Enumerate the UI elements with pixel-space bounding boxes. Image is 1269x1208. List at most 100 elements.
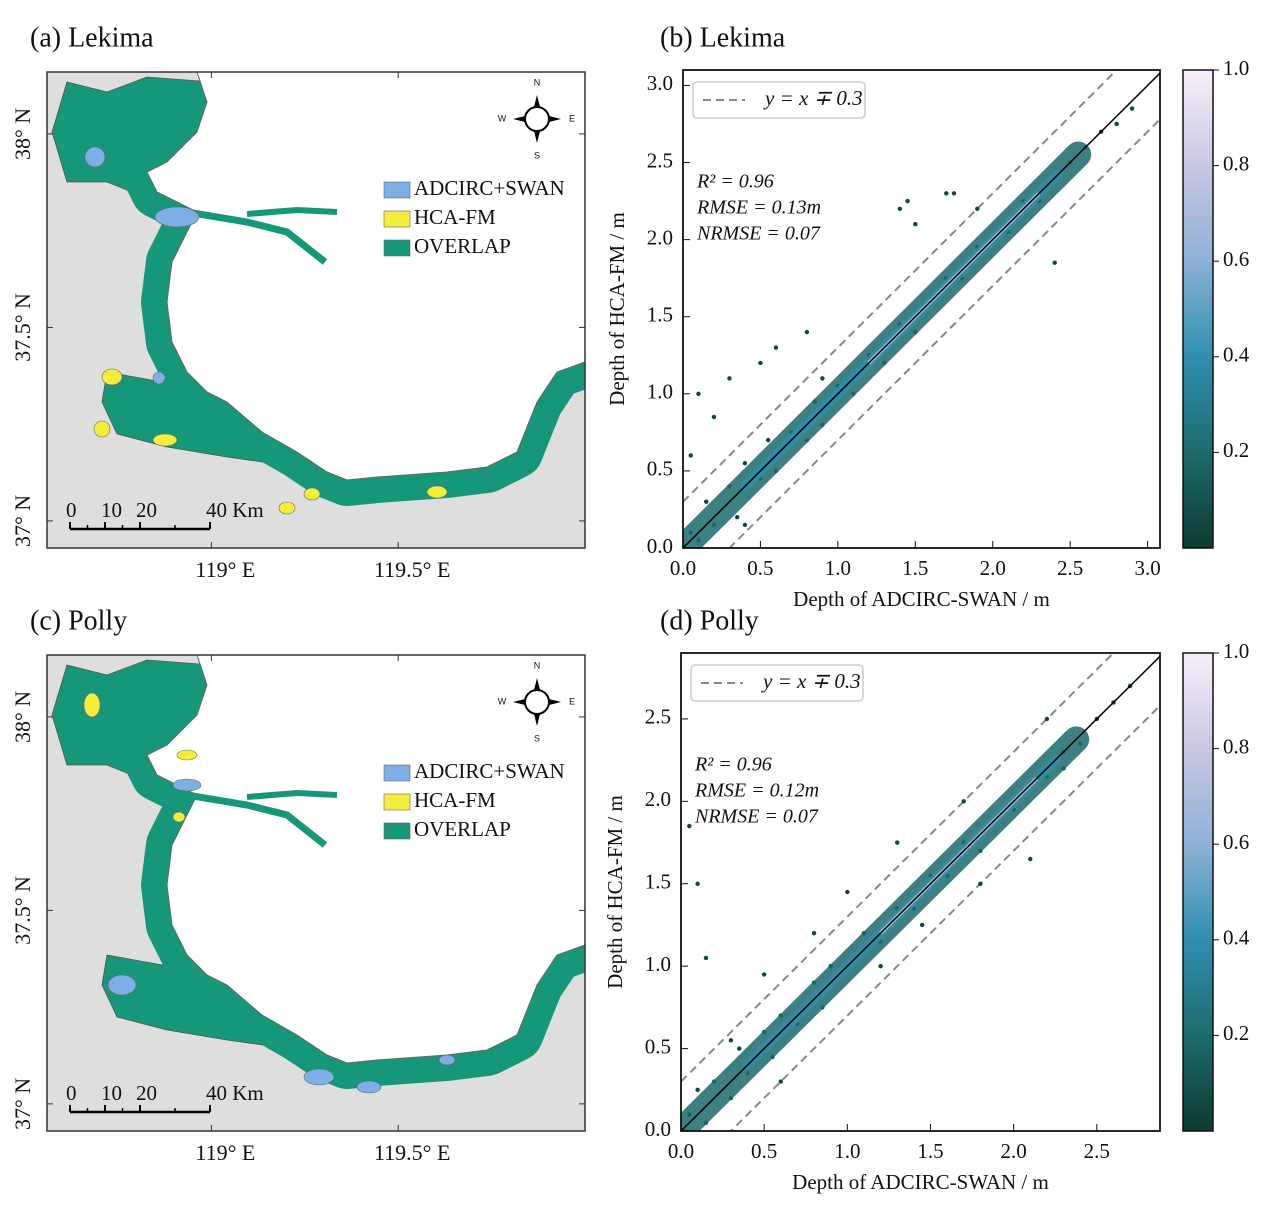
- legend-label: HCA-FM: [414, 788, 496, 812]
- compass: [549, 116, 561, 122]
- scale-label: 40 Km: [206, 1081, 264, 1105]
- point: [1044, 716, 1050, 722]
- y-tick-label: 0.5: [645, 1034, 671, 1058]
- band-line: [681, 653, 1115, 1083]
- y-tick-label: 2.5: [645, 705, 671, 729]
- y-axis-label: Depth of HCA-FM / m: [605, 212, 629, 406]
- point: [944, 191, 949, 196]
- flood-patch: [93, 420, 111, 438]
- flood-patch: [152, 371, 166, 385]
- x-tick-label: 1.5: [917, 1139, 943, 1163]
- compass-label: E: [569, 696, 575, 706]
- point: [695, 1087, 700, 1092]
- point: [975, 206, 980, 211]
- point: [758, 360, 763, 366]
- legend-swatch: [383, 181, 411, 199]
- sea: [146, 72, 585, 481]
- legend-swatch: [383, 822, 411, 840]
- frame: [680, 652, 1161, 1132]
- legend-swatch: [383, 239, 411, 257]
- annotation: R² = 0.96: [694, 754, 772, 776]
- x-tick-label: 1.5: [902, 556, 928, 580]
- identity-line: [683, 72, 1160, 548]
- y-tick-label: 0.5: [647, 457, 673, 481]
- sea: [146, 655, 585, 1064]
- compass-label: N: [534, 77, 541, 87]
- point: [728, 1038, 734, 1043]
- point: [696, 391, 701, 397]
- y-tick-label: 38° N: [10, 108, 35, 160]
- colorbar-tick-label: 0.6: [1223, 830, 1249, 854]
- point: [919, 922, 925, 928]
- compass: [513, 116, 525, 122]
- x-tick-label: 2.5: [1084, 1139, 1110, 1163]
- plot: [683, 70, 1160, 548]
- point: [695, 881, 700, 886]
- flood-patch: [84, 146, 106, 168]
- estuary: [186, 208, 328, 265]
- point: [704, 499, 709, 504]
- frame: [46, 654, 586, 1132]
- point: [845, 889, 850, 895]
- annotation: NRMSE = 0.07: [694, 806, 819, 828]
- colorbar-tick-label: 0.6: [1223, 247, 1249, 271]
- point: [951, 191, 957, 196]
- legend-label: OVERLAP: [414, 817, 511, 841]
- y-tick-label: 0.0: [647, 534, 673, 558]
- compass: [524, 106, 550, 132]
- x-tick-label: 2.0: [1001, 1139, 1027, 1163]
- point: [1028, 856, 1033, 862]
- colorbar-tick-label: 0.2: [1223, 438, 1249, 462]
- point: [778, 1079, 783, 1084]
- x-tick-label: 0.0: [668, 1139, 694, 1163]
- legend-label: OVERLAP: [414, 234, 511, 258]
- band-line: [683, 70, 1119, 503]
- band-line: [729, 704, 1160, 1131]
- flood-patch: [176, 749, 198, 761]
- legend-label: y = x ∓ 0.3: [761, 669, 861, 693]
- flood-patch: [152, 433, 178, 447]
- point: [742, 460, 748, 466]
- panel-title: (a) Lekima: [30, 22, 154, 53]
- y-axis-label: Depth of HCA-FM / m: [603, 795, 627, 989]
- y-tick-label: 2.0: [645, 787, 671, 811]
- legend-label: HCA-FM: [414, 205, 496, 229]
- x-tick-label: 1.0: [825, 556, 851, 580]
- colorbar-tick-label: 0.4: [1223, 343, 1250, 367]
- point: [711, 414, 717, 420]
- frame: [682, 69, 1161, 549]
- scale-label: 40 Km: [206, 498, 264, 522]
- point: [811, 931, 817, 936]
- y-tick-label: 2.0: [647, 225, 673, 249]
- estuary: [186, 791, 328, 848]
- y-tick-label: 37.5° N: [10, 876, 35, 945]
- point: [1052, 260, 1057, 265]
- identity-line: [681, 655, 1160, 1131]
- y-tick-label: 0.0: [645, 1117, 671, 1141]
- flood-patch: [303, 1068, 335, 1086]
- point: [913, 221, 918, 227]
- estuary: [246, 206, 338, 217]
- compass-label: E: [569, 113, 575, 123]
- x-tick-label: 0.5: [751, 1139, 777, 1163]
- flood-patch: [438, 1054, 456, 1066]
- x-tick-label: 119° E: [195, 557, 255, 582]
- legend-swatch: [383, 793, 411, 811]
- point: [978, 881, 983, 886]
- annotation: R² = 0.96: [696, 171, 774, 193]
- compass: [549, 699, 561, 705]
- colorbar-tick-label: 0.4: [1223, 926, 1250, 950]
- estuary: [246, 789, 338, 800]
- y-tick-label: 3.0: [647, 71, 673, 95]
- legend-box: [692, 81, 866, 119]
- x-tick-label: 1.0: [834, 1139, 860, 1163]
- point: [820, 376, 825, 381]
- compass: [534, 714, 540, 726]
- flood-patch: [426, 485, 448, 499]
- point: [765, 437, 771, 443]
- colorbar: [1182, 652, 1214, 1132]
- colorbar-tick-label: 1.0: [1223, 56, 1249, 80]
- flood-patch: [172, 778, 202, 792]
- legend-label: y = x ∓ 0.3: [763, 86, 863, 110]
- point: [687, 823, 692, 829]
